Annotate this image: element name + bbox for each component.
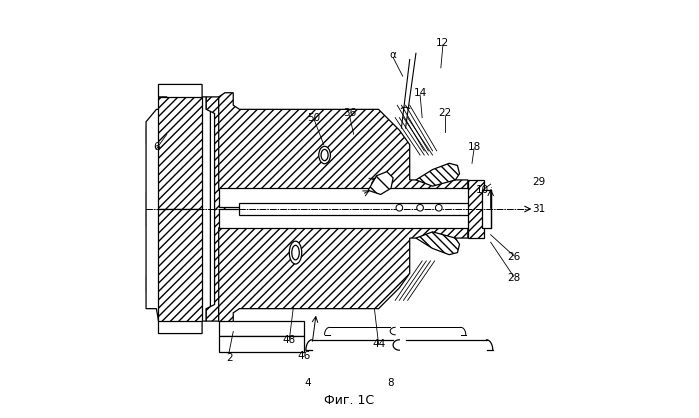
Ellipse shape <box>396 204 403 211</box>
Text: 26: 26 <box>507 252 520 262</box>
Text: 10: 10 <box>476 185 489 195</box>
Text: 44: 44 <box>372 339 385 349</box>
Text: α: α <box>389 50 396 60</box>
Bar <box>240 203 472 215</box>
Text: 29: 29 <box>532 177 545 187</box>
Text: 28: 28 <box>507 273 520 283</box>
Text: 6: 6 <box>153 142 160 152</box>
Bar <box>468 180 484 238</box>
Bar <box>219 209 474 228</box>
Bar <box>482 190 491 228</box>
Polygon shape <box>416 163 459 186</box>
Polygon shape <box>167 105 202 313</box>
Polygon shape <box>159 209 202 321</box>
Polygon shape <box>219 321 304 336</box>
Ellipse shape <box>319 146 331 164</box>
Text: 14: 14 <box>414 88 426 98</box>
Polygon shape <box>206 97 225 321</box>
Text: 4: 4 <box>305 378 311 388</box>
Polygon shape <box>159 97 202 209</box>
Polygon shape <box>157 110 167 308</box>
Text: 36: 36 <box>343 109 356 118</box>
Text: 31: 31 <box>532 204 545 214</box>
Bar <box>219 188 474 207</box>
Text: 46: 46 <box>297 352 310 362</box>
Text: Фиг. 1C: Фиг. 1C <box>324 393 375 406</box>
Bar <box>219 336 304 352</box>
Bar <box>146 126 157 143</box>
Polygon shape <box>219 228 468 325</box>
Bar <box>146 192 157 226</box>
Ellipse shape <box>321 149 328 161</box>
Polygon shape <box>368 172 393 194</box>
Ellipse shape <box>289 241 302 264</box>
Text: 22: 22 <box>438 109 452 118</box>
Text: 18: 18 <box>468 142 481 152</box>
Polygon shape <box>416 232 459 255</box>
Text: 48: 48 <box>282 335 296 345</box>
Text: 8: 8 <box>388 378 394 388</box>
Text: 50: 50 <box>308 113 321 122</box>
Polygon shape <box>219 93 468 190</box>
Ellipse shape <box>417 204 424 211</box>
Text: 2: 2 <box>226 354 232 364</box>
Polygon shape <box>146 84 210 334</box>
Ellipse shape <box>435 204 442 211</box>
Text: 12: 12 <box>436 38 449 48</box>
Bar <box>146 275 157 292</box>
Ellipse shape <box>291 245 299 260</box>
